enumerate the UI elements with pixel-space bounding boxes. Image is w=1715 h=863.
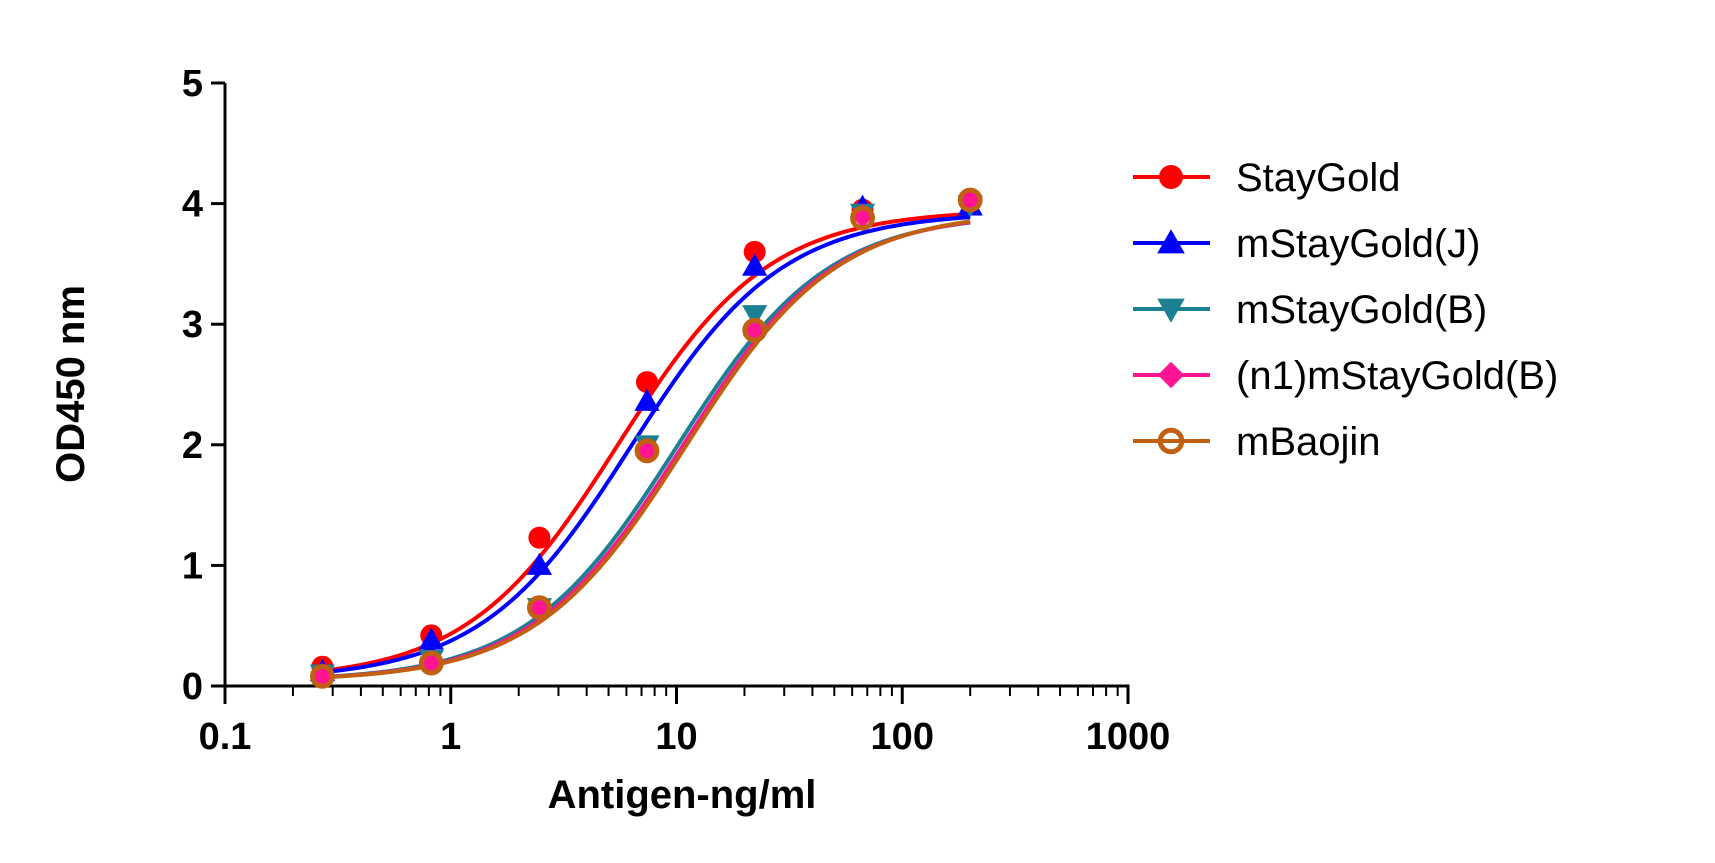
legend-label-mbaojin: mBaojin: [1236, 420, 1381, 464]
legend-marker-mstaygold-b-: [1157, 298, 1185, 323]
y-tick-label: 1: [182, 545, 203, 587]
data-point-mbaojin: [309, 663, 335, 689]
axes: 0 1 2 3 4 5 0.1 1 10 100 1000: [182, 63, 1170, 758]
legend-marker-staygold: [1159, 165, 1183, 189]
x-axis-title: Antigen-ng/ml: [548, 773, 817, 817]
y-tick-label: 5: [182, 63, 203, 105]
legend-label-staygold: StayGold: [1236, 156, 1401, 200]
legend-marker-mbaojin: [1157, 427, 1185, 455]
data-points: [309, 187, 983, 689]
data-point-mbaojin: [418, 650, 444, 676]
legend: StayGold mStayGold(J) mStayGold(B) (n1)mSta…: [1133, 156, 1558, 464]
y-tick-label: 0: [182, 666, 203, 708]
data-point-mstaygold-j-: [526, 552, 553, 575]
y-tick-label: 3: [182, 304, 203, 346]
data-point-mbaojin: [957, 187, 983, 213]
data-point-mbaojin: [634, 438, 660, 464]
x-tick-label: 100: [871, 716, 934, 758]
x-tick-label: 0.1: [199, 716, 252, 758]
legend-marker-mstaygold-j-: [1157, 229, 1185, 254]
y-tick-label: 2: [182, 425, 203, 467]
data-point-mbaojin: [742, 317, 768, 343]
x-tick-label: 1000: [1086, 716, 1171, 758]
data-point-staygold: [743, 240, 766, 263]
x-tick-label: 1: [440, 716, 461, 758]
x-tick-label: 10: [655, 716, 697, 758]
legend-label-mstaygold-b-: mStayGold(B): [1236, 288, 1487, 332]
data-point-mbaojin: [527, 595, 552, 621]
y-tick-label: 4: [182, 184, 203, 226]
legend-label--n1-mstaygold-b-: (n1)mStayGold(B): [1236, 354, 1558, 398]
data-point-staygold: [528, 526, 551, 549]
legend-marker--n1-mstaygold-b-: [1157, 361, 1185, 389]
data-point-staygold: [635, 371, 658, 394]
data-point-mstaygold-j-: [742, 253, 768, 276]
data-point-mbaojin: [850, 205, 875, 231]
data-point-mstaygold-j-: [634, 388, 660, 411]
y-axis-title: OD450 nm: [49, 285, 93, 483]
legend-label-mstaygold-j-: mStayGold(J): [1236, 222, 1481, 266]
data-point-mstaygold-j-: [418, 627, 444, 650]
data-point-mstaygold-b-: [742, 305, 768, 328]
